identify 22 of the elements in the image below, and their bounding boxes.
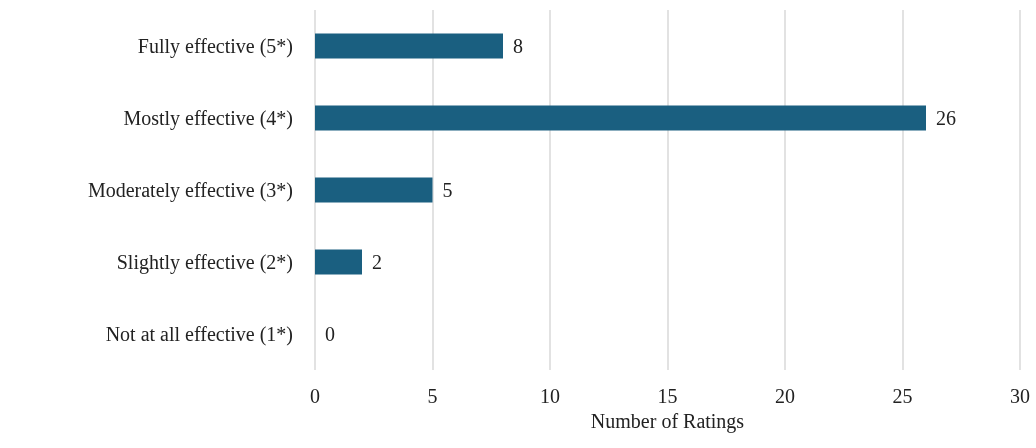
bar xyxy=(315,105,926,131)
data-label: 26 xyxy=(936,107,956,129)
x-tick-label: 0 xyxy=(310,385,320,407)
y-tick-label: Not at all effective (1*) xyxy=(105,323,293,346)
x-tick-label: 25 xyxy=(892,385,913,407)
bar xyxy=(315,177,433,203)
x-tick-label: 15 xyxy=(657,385,678,407)
bar xyxy=(315,33,503,59)
y-tick-label: Fully effective (5*) xyxy=(137,35,293,58)
y-tick-label: Slightly effective (2*) xyxy=(116,251,293,274)
y-tick-label: Moderately effective (3*) xyxy=(87,179,293,202)
bar xyxy=(315,249,362,275)
data-label: 5 xyxy=(442,179,453,201)
x-axis-title: Number of Ratings xyxy=(590,409,745,433)
data-label: 2 xyxy=(372,251,382,273)
x-tick-label: 10 xyxy=(540,385,560,407)
data-label: 8 xyxy=(513,35,523,57)
x-tick-label: 20 xyxy=(775,385,795,407)
x-tick-label: 30 xyxy=(1010,385,1030,407)
y-tick-label: Mostly effective (4*) xyxy=(123,107,293,130)
data-label: 0 xyxy=(325,323,335,345)
x-tick-label: 5 xyxy=(427,385,438,407)
